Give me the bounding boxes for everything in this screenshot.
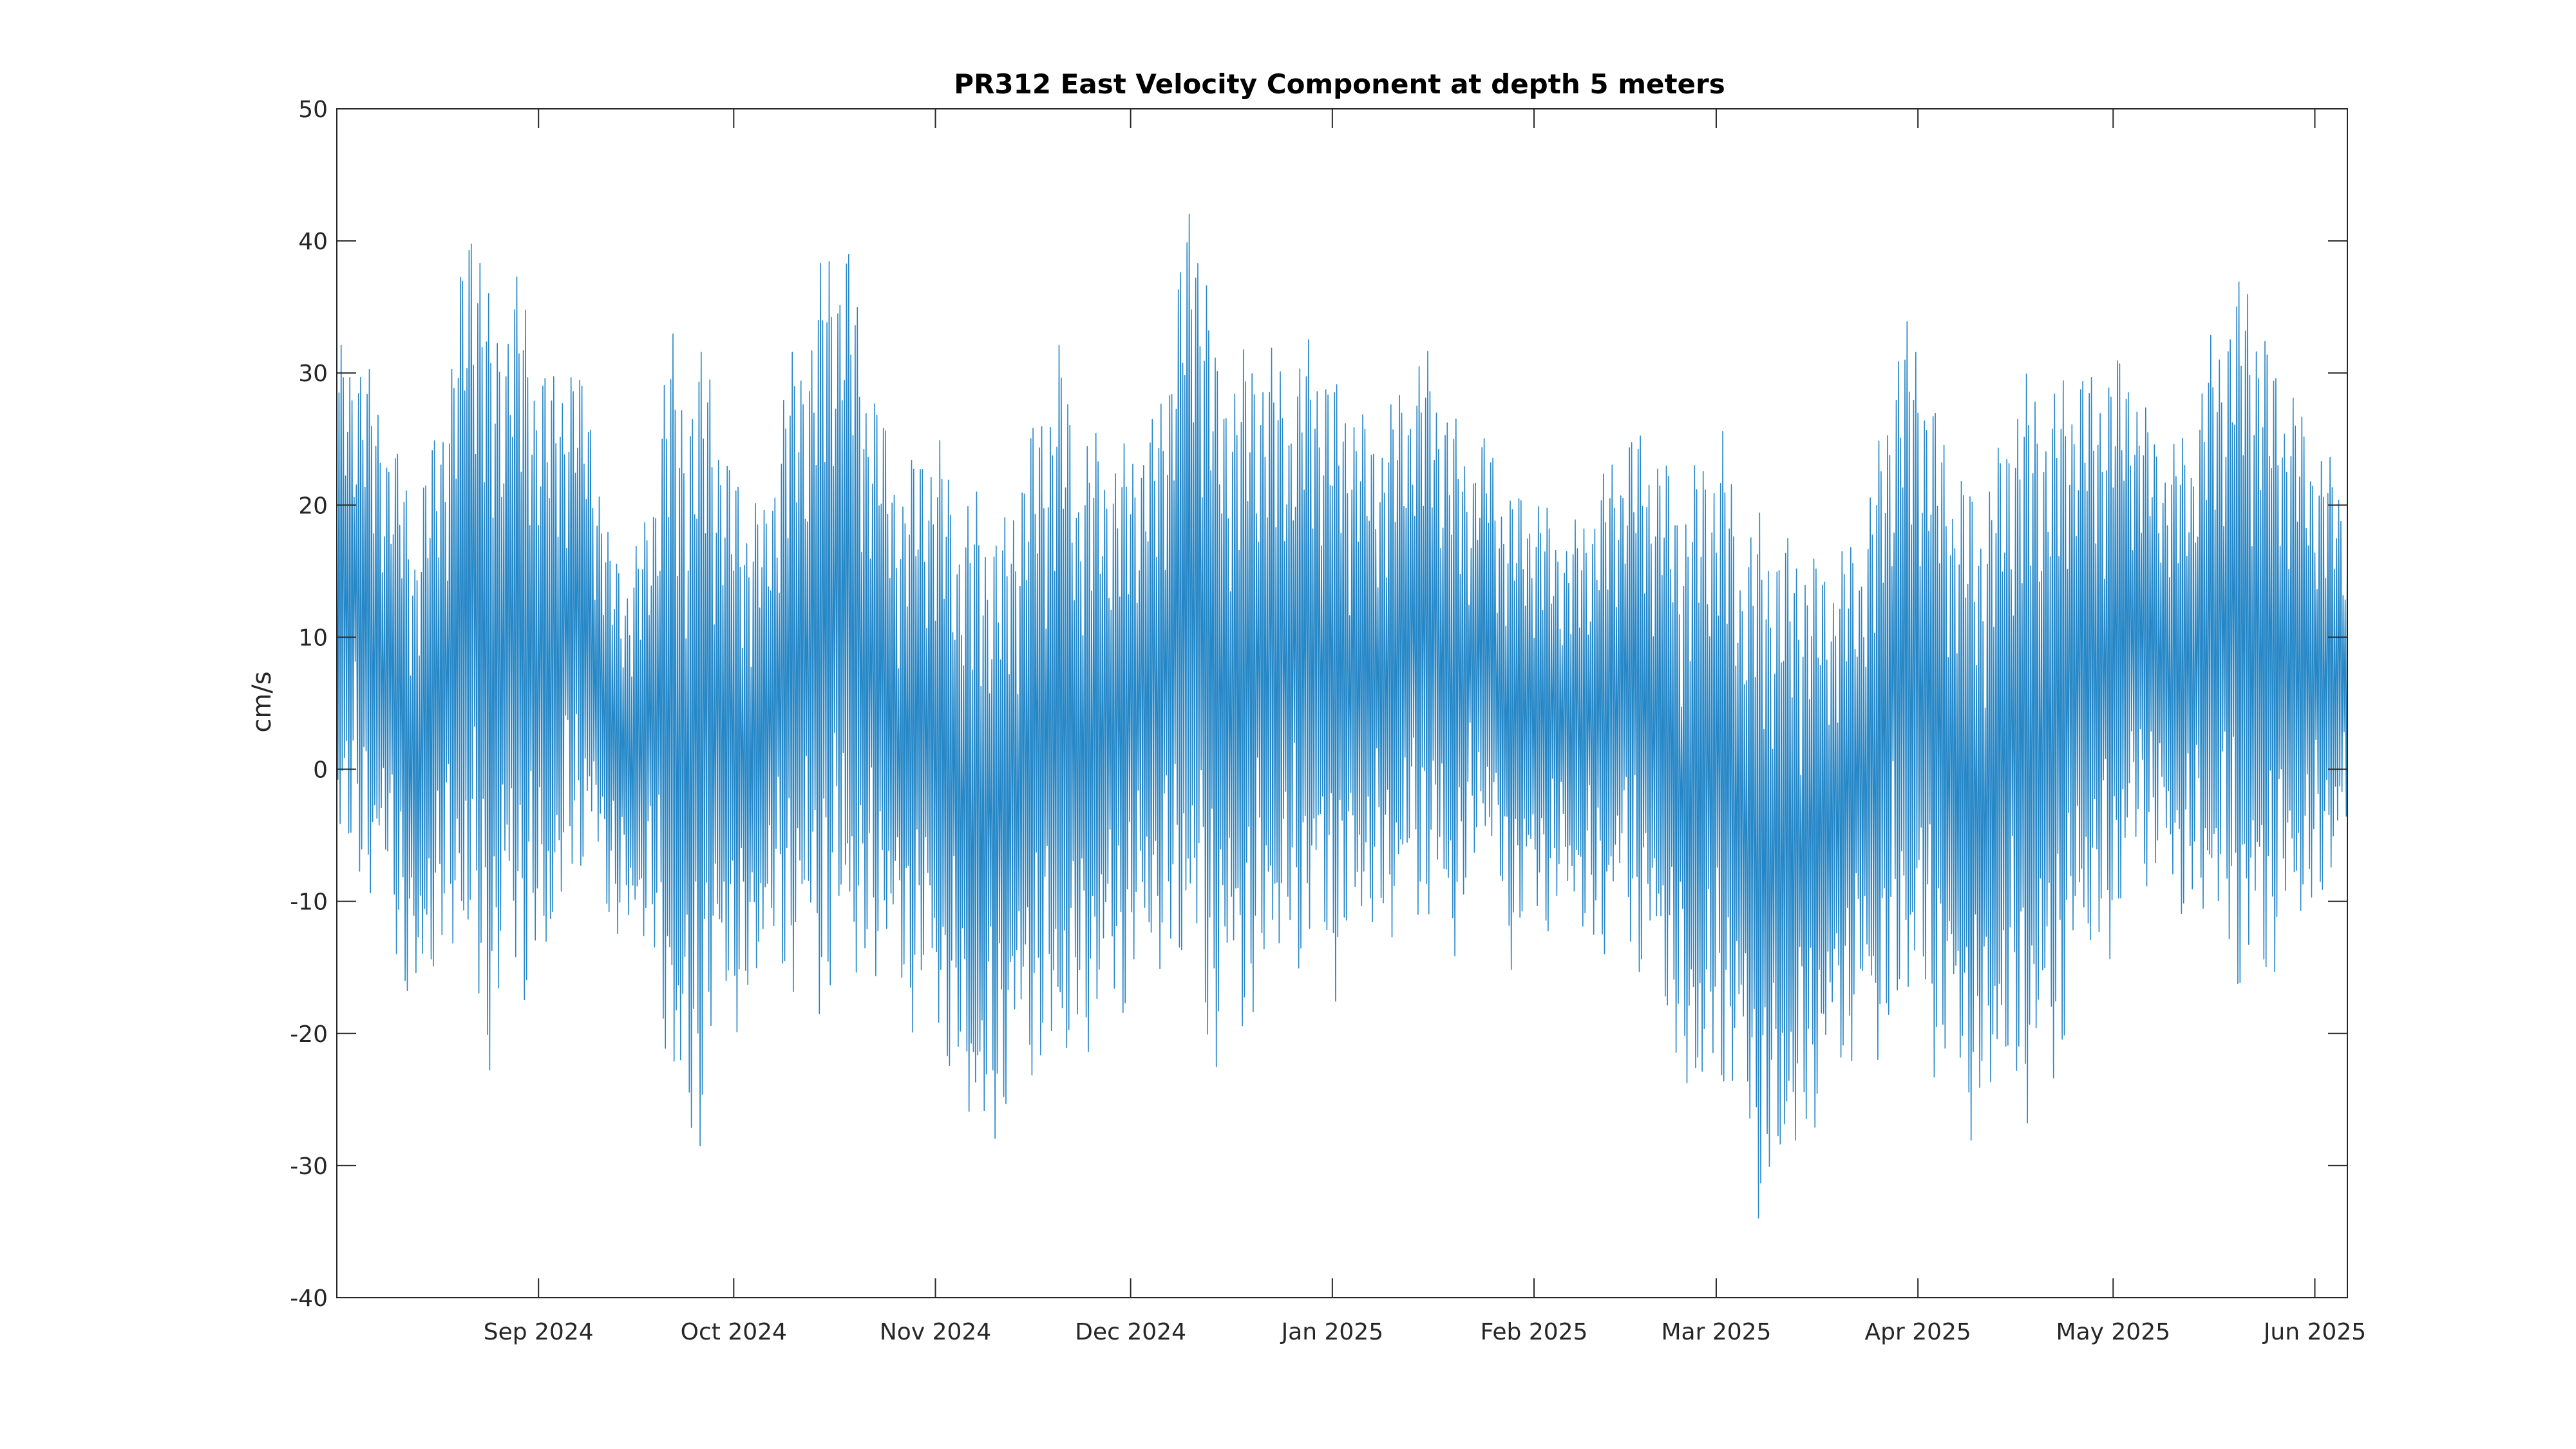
x-tick-label: Nov 2024 [880, 1319, 991, 1345]
axes-frame [336, 108, 2348, 1298]
y-tick-label: 50 [298, 97, 328, 123]
y-tick-label: -10 [290, 889, 328, 916]
plot-area-border [336, 108, 2348, 1298]
x-tick-label: Feb 2025 [1481, 1319, 1588, 1345]
x-tick-label: Sep 2024 [484, 1319, 594, 1345]
x-tick-label: Apr 2025 [1864, 1319, 1971, 1345]
chart-title: PR312 East Velocity Component at depth 5… [954, 68, 1725, 100]
y-tick-label: 10 [298, 625, 328, 651]
y-axis: -40 -30 -20 -10 0 10 20 30 40 50 [290, 97, 2347, 1312]
x-tick-label: Mar 2025 [1661, 1319, 1771, 1345]
y-tick-label: 40 [298, 229, 328, 255]
x-tick-label: May 2025 [2056, 1319, 2171, 1345]
y-tick-label: 20 [298, 493, 328, 519]
y-tick-label: -40 [290, 1285, 328, 1312]
series-line-0 [336, 213, 2348, 1219]
series-layer [336, 213, 2348, 1219]
x-tick-label: Jan 2025 [1280, 1319, 1384, 1345]
y-tick-label: 0 [313, 757, 328, 784]
y-tick-label: -30 [290, 1153, 328, 1180]
x-tick-label: Dec 2024 [1075, 1319, 1186, 1345]
y-tick-label: -20 [290, 1021, 328, 1048]
x-tick-label: Jun 2025 [2262, 1319, 2366, 1345]
x-tick-label: Oct 2024 [681, 1319, 787, 1345]
x-axis: Sep 2024 Oct 2024 Nov 2024 Dec 2024 Jan 2025… [484, 109, 2366, 1345]
y-axis-title: cm/s [247, 671, 277, 732]
y-tick-label: 30 [298, 361, 328, 387]
